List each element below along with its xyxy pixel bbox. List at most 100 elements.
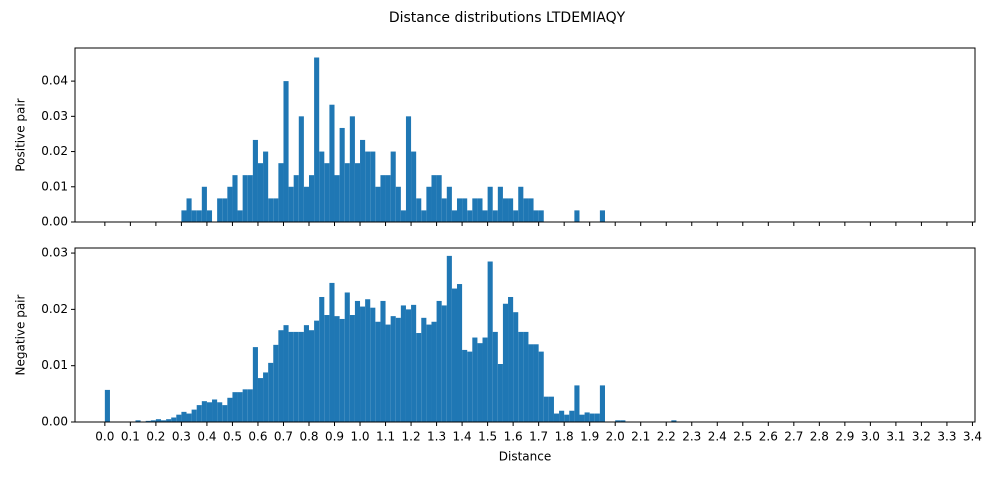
bar [293, 175, 299, 222]
bar [166, 419, 172, 422]
bar [360, 139, 366, 222]
bar [370, 307, 376, 422]
bar [436, 300, 442, 422]
x-tick-label: 1.3 [427, 430, 446, 444]
bar [456, 198, 463, 222]
bar [574, 210, 580, 222]
bar [278, 163, 284, 222]
bar [467, 351, 473, 422]
bar [324, 315, 330, 422]
bar [482, 210, 488, 222]
x-tick-label: 0.6 [248, 430, 267, 444]
bar [191, 409, 197, 422]
bar [237, 210, 243, 222]
bar [421, 210, 427, 222]
bar [227, 397, 233, 422]
y-tick-label: 0.04 [41, 74, 68, 88]
bar [176, 414, 182, 422]
y-tick-label: 0.00 [41, 215, 68, 229]
bar [206, 210, 213, 222]
bar [385, 324, 391, 422]
bar [252, 347, 258, 422]
bar [242, 389, 248, 422]
x-tick-label: 1.6 [504, 430, 523, 444]
bar [303, 186, 309, 222]
bar [451, 288, 457, 422]
x-tick-label: 1.5 [478, 430, 497, 444]
bar [574, 385, 580, 422]
bar [441, 198, 447, 222]
bar [186, 198, 192, 222]
bar [467, 210, 473, 222]
bar [548, 396, 554, 422]
bar [242, 175, 248, 222]
bar [584, 412, 590, 422]
bar [104, 389, 110, 422]
bar [135, 420, 141, 422]
bar [217, 198, 223, 222]
bar [497, 186, 503, 222]
x-tick-label: 1.4 [453, 430, 472, 444]
x-tick-label: 2.8 [810, 430, 829, 444]
bar [380, 300, 386, 422]
bar [431, 321, 437, 422]
bar [349, 116, 355, 222]
bar [360, 306, 366, 422]
bar [206, 402, 213, 422]
bar [339, 318, 345, 422]
bar [523, 198, 529, 222]
y-axis-label: Negative pair [14, 294, 28, 375]
bar [395, 317, 401, 422]
bar [191, 210, 197, 222]
x-tick-label: 2.1 [631, 430, 650, 444]
bar [263, 372, 269, 422]
bar [298, 116, 304, 222]
bar [620, 420, 626, 422]
bar [283, 81, 289, 222]
bar [344, 292, 350, 422]
axes-frame [74, 247, 976, 423]
bar [186, 413, 192, 422]
bar [314, 320, 320, 422]
x-tick-label: 0.1 [121, 430, 140, 444]
x-tick-label: 2.0 [606, 430, 625, 444]
bar [145, 420, 151, 422]
bar [553, 413, 560, 422]
bar [273, 198, 279, 222]
bar [268, 198, 274, 222]
x-tick-label: 2.7 [784, 430, 803, 444]
bar [405, 116, 412, 222]
bar [370, 151, 376, 222]
bar [472, 198, 478, 222]
bar [293, 331, 299, 422]
bar [482, 337, 488, 422]
y-tick-label: 0.00 [41, 415, 68, 429]
bar [329, 104, 335, 222]
bar [543, 396, 549, 422]
bar [155, 419, 161, 422]
y-tick-label: 0.03 [41, 246, 68, 260]
bar [599, 210, 605, 222]
bar [273, 344, 279, 422]
x-tick-label: 0.3 [172, 430, 191, 444]
bar [334, 316, 340, 422]
x-tick-label: 1.0 [350, 430, 369, 444]
bar [324, 163, 330, 222]
bar [247, 175, 253, 222]
bar [263, 151, 269, 222]
bar [492, 331, 498, 422]
bar [472, 337, 478, 422]
bar [385, 175, 391, 222]
y-tick-label: 0.02 [41, 302, 68, 316]
bar [528, 198, 534, 222]
bar [308, 330, 315, 422]
bar [400, 305, 406, 422]
bar [513, 210, 519, 222]
bar [319, 296, 325, 422]
bar [502, 303, 509, 422]
bar [365, 299, 371, 422]
bar [171, 417, 177, 422]
bar [283, 325, 289, 422]
x-tick-label: 1.1 [376, 430, 395, 444]
bar [487, 261, 493, 422]
